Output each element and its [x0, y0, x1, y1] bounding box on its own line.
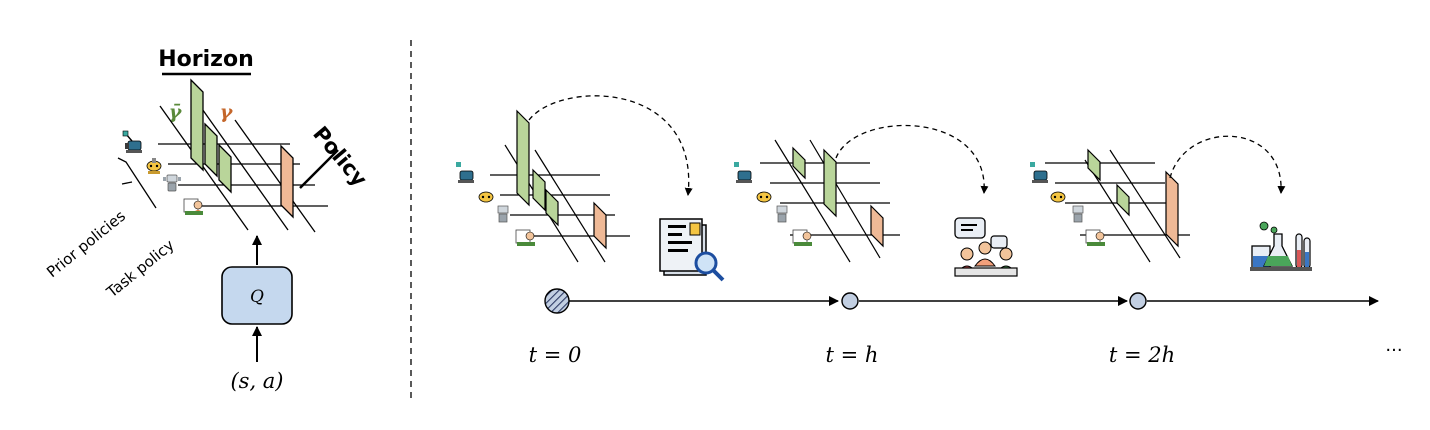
- policy-grid-stage-3: [1030, 148, 1190, 263]
- dashed-arrow-3: [1169, 135, 1286, 194]
- policy-grid-stage-1: [456, 109, 630, 263]
- robot-icon-3a: [1030, 162, 1048, 183]
- q-label: Q: [250, 287, 264, 307]
- policy-grid-stage-2: [734, 139, 900, 263]
- prior-policy-robot-icon-1: [122, 130, 142, 153]
- gamma-label: γ: [220, 101, 234, 123]
- gamma-bar-panel-2: [204, 122, 218, 178]
- prior-policy-robot-icon-3: [163, 174, 181, 192]
- tick-label-0: t = 0: [529, 343, 582, 367]
- timeline-start-marker: [544, 288, 570, 314]
- policy-horizon-grid: [158, 78, 328, 233]
- input-label: (s, a): [230, 369, 283, 393]
- robot-icon-2c: [776, 205, 788, 223]
- gamma-panel: [280, 144, 294, 219]
- robot-icon-1a: [456, 162, 474, 183]
- gamma-bar-panel-3: [218, 143, 232, 194]
- horizon-label: Horizon: [158, 47, 254, 72]
- robot-icon-1b: [478, 191, 494, 203]
- left-panel: Horizon γ̄ γ Policy: [43, 47, 372, 393]
- timeline-marker-2h: [1129, 292, 1147, 310]
- q-function-box: [221, 266, 293, 325]
- robot-icon-3b: [1050, 191, 1066, 203]
- task-icon-3: [1085, 229, 1105, 246]
- prior-policy-robot-icon-2: [146, 158, 162, 174]
- robot-icon-2b: [756, 191, 772, 203]
- document-search-icon: [659, 218, 725, 282]
- timeline-panel: t = 0 t = h t = 2h ···: [456, 95, 1403, 367]
- gamma-bar-panel-1: [190, 78, 204, 172]
- dashed-arrow-2: [835, 124, 989, 194]
- policy-label: Policy: [308, 122, 372, 192]
- prior-policies-label: Prior policies: [43, 207, 129, 281]
- prior-policies-bracket: [117, 157, 157, 209]
- tick-label-2h: t = 2h: [1109, 343, 1175, 367]
- robot-icon-2a: [734, 162, 752, 183]
- task-policy-label: Task policy: [102, 236, 177, 302]
- robot-icon-1c: [497, 205, 509, 223]
- dashed-arrow-1: [528, 95, 693, 196]
- policy-label-group: Policy: [299, 122, 372, 192]
- robot-icon-3c: [1072, 205, 1084, 223]
- timeline-continuation: ···: [1385, 340, 1402, 361]
- task-icon-2: [792, 229, 812, 246]
- tick-label-h: t = h: [826, 343, 879, 367]
- task-icon-1: [515, 229, 535, 246]
- task-policy-icon: [183, 198, 203, 215]
- lab-flasks-icon: [1250, 221, 1312, 271]
- timeline-marker-h: [841, 292, 859, 310]
- gamma-bar-label: γ̄: [169, 101, 183, 123]
- meeting-icon: [954, 217, 1018, 277]
